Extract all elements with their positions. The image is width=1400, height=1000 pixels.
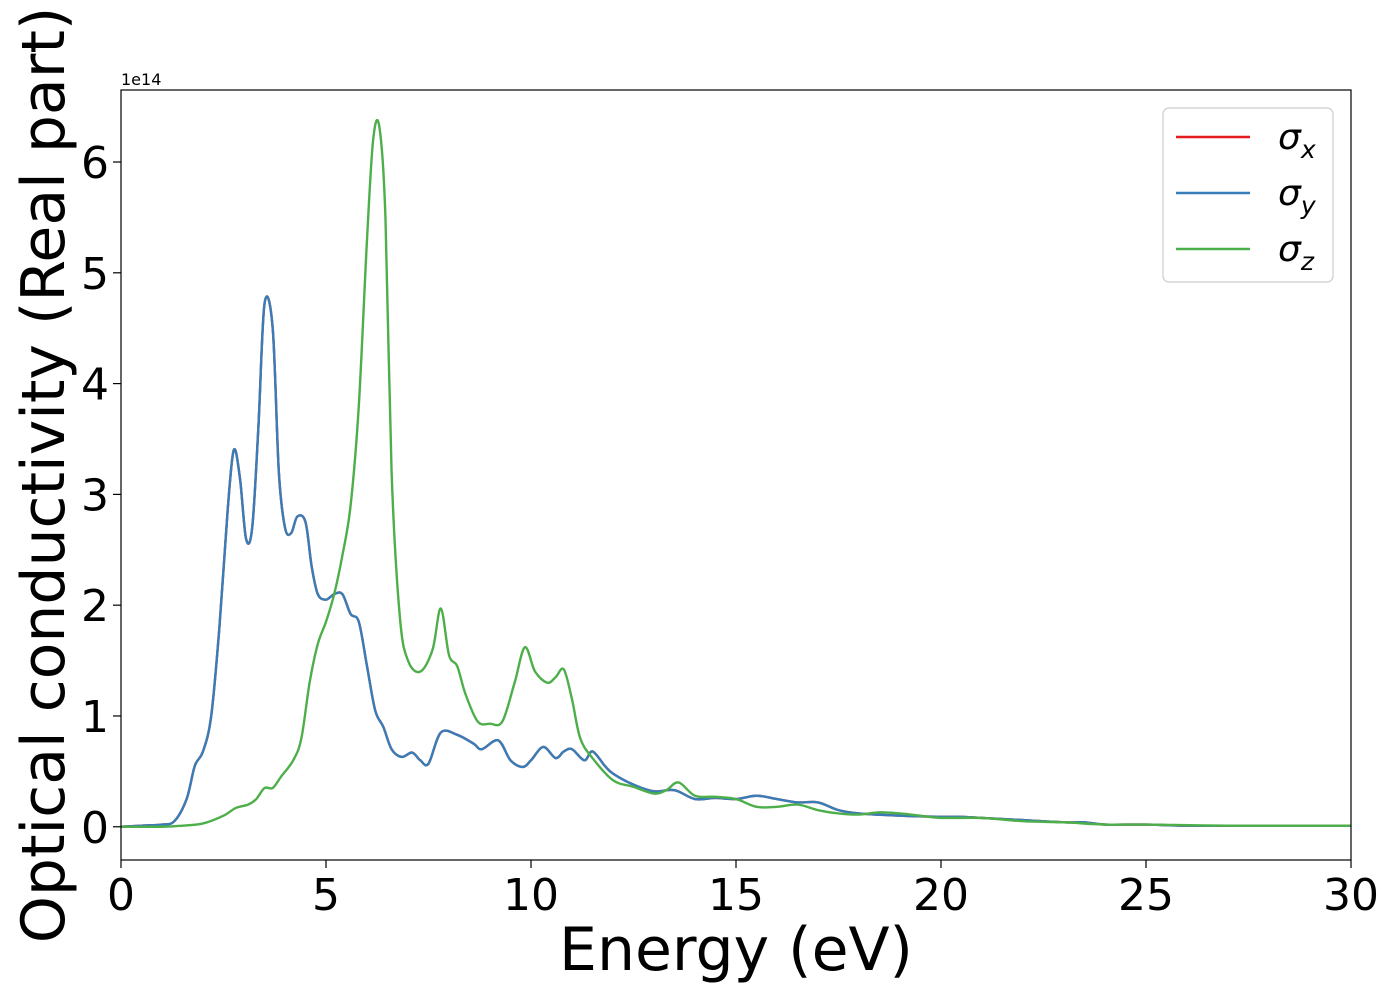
series-line-y bbox=[120, 295, 1351, 828]
x-tick-label: 0 bbox=[107, 870, 135, 921]
y-tick-label: 4 bbox=[81, 360, 109, 411]
x-tick-label: 20 bbox=[913, 870, 969, 921]
y-tick-label: 3 bbox=[81, 470, 109, 521]
x-axis: 0 5 10 15 20 25 30 bbox=[107, 860, 1379, 921]
series-line-z bbox=[120, 118, 1352, 829]
x-tick-label: 10 bbox=[503, 870, 559, 921]
x-tick-label: 5 bbox=[312, 870, 340, 921]
y-tick-label: 2 bbox=[81, 581, 109, 632]
x-tick-label: 30 bbox=[1323, 870, 1379, 921]
x-axis-label: Energy (eV) bbox=[559, 915, 913, 985]
legend-label-z: σz bbox=[1278, 229, 1315, 276]
legend-box bbox=[1162, 107, 1334, 283]
legend-label-x: σx bbox=[1278, 117, 1316, 164]
y-tick-label: 6 bbox=[81, 138, 109, 189]
y-tick-label: 0 bbox=[81, 803, 109, 854]
legend-label-y: σy bbox=[1278, 173, 1317, 220]
legend: σx σy σz bbox=[1162, 107, 1334, 283]
y-axis: 0 1 2 3 4 5 6 bbox=[81, 138, 121, 854]
series-layer bbox=[120, 118, 1352, 829]
y-tick-label: 5 bbox=[81, 249, 109, 300]
y-offset-label: 1e14 bbox=[121, 70, 161, 89]
x-tick-label: 15 bbox=[708, 870, 764, 921]
x-tick-label: 25 bbox=[1118, 870, 1174, 921]
y-tick-label: 1 bbox=[81, 692, 109, 743]
y-axis-label: Optical conductivity (Real part) bbox=[9, 7, 79, 944]
